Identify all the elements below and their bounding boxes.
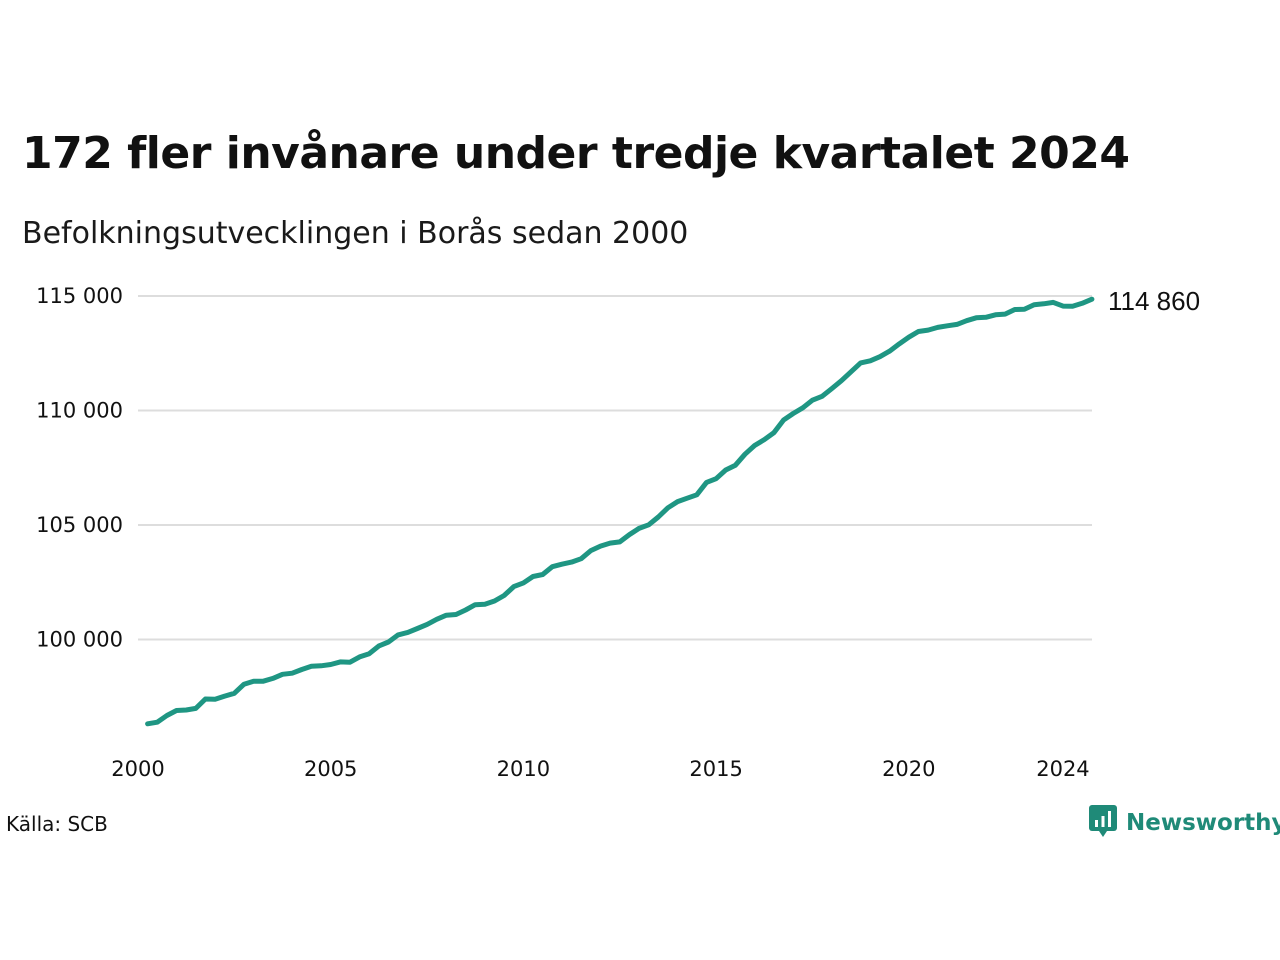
brand-name: Newsworthy bbox=[1126, 810, 1280, 836]
y-tick-label: 115 000 bbox=[36, 284, 123, 308]
x-tick-label: 2005 bbox=[304, 757, 357, 781]
source-note: Källa: SCB bbox=[6, 812, 108, 836]
x-tick-label: 2000 bbox=[111, 757, 164, 781]
population-line bbox=[145, 296, 1095, 727]
y-tick-label: 110 000 bbox=[36, 399, 123, 423]
x-tick-label: 2010 bbox=[497, 757, 550, 781]
chart-title: 172 fler invånare under tredje kvartalet… bbox=[22, 128, 1130, 179]
newsworthy-brand[interactable]: Newsworthy bbox=[1088, 804, 1280, 842]
x-tick-label: 2020 bbox=[882, 757, 935, 781]
y-tick-label: 100 000 bbox=[36, 628, 123, 652]
end-value-label: 114 860 bbox=[1108, 286, 1200, 316]
chart-subtitle: Befolkningsutvecklingen i Borås sedan 20… bbox=[22, 216, 689, 251]
chart-bubble-icon bbox=[1088, 804, 1118, 842]
x-tick-label: 2015 bbox=[689, 757, 742, 781]
y-tick-label: 105 000 bbox=[36, 513, 123, 537]
x-tick-label: 2024 bbox=[1036, 757, 1089, 781]
